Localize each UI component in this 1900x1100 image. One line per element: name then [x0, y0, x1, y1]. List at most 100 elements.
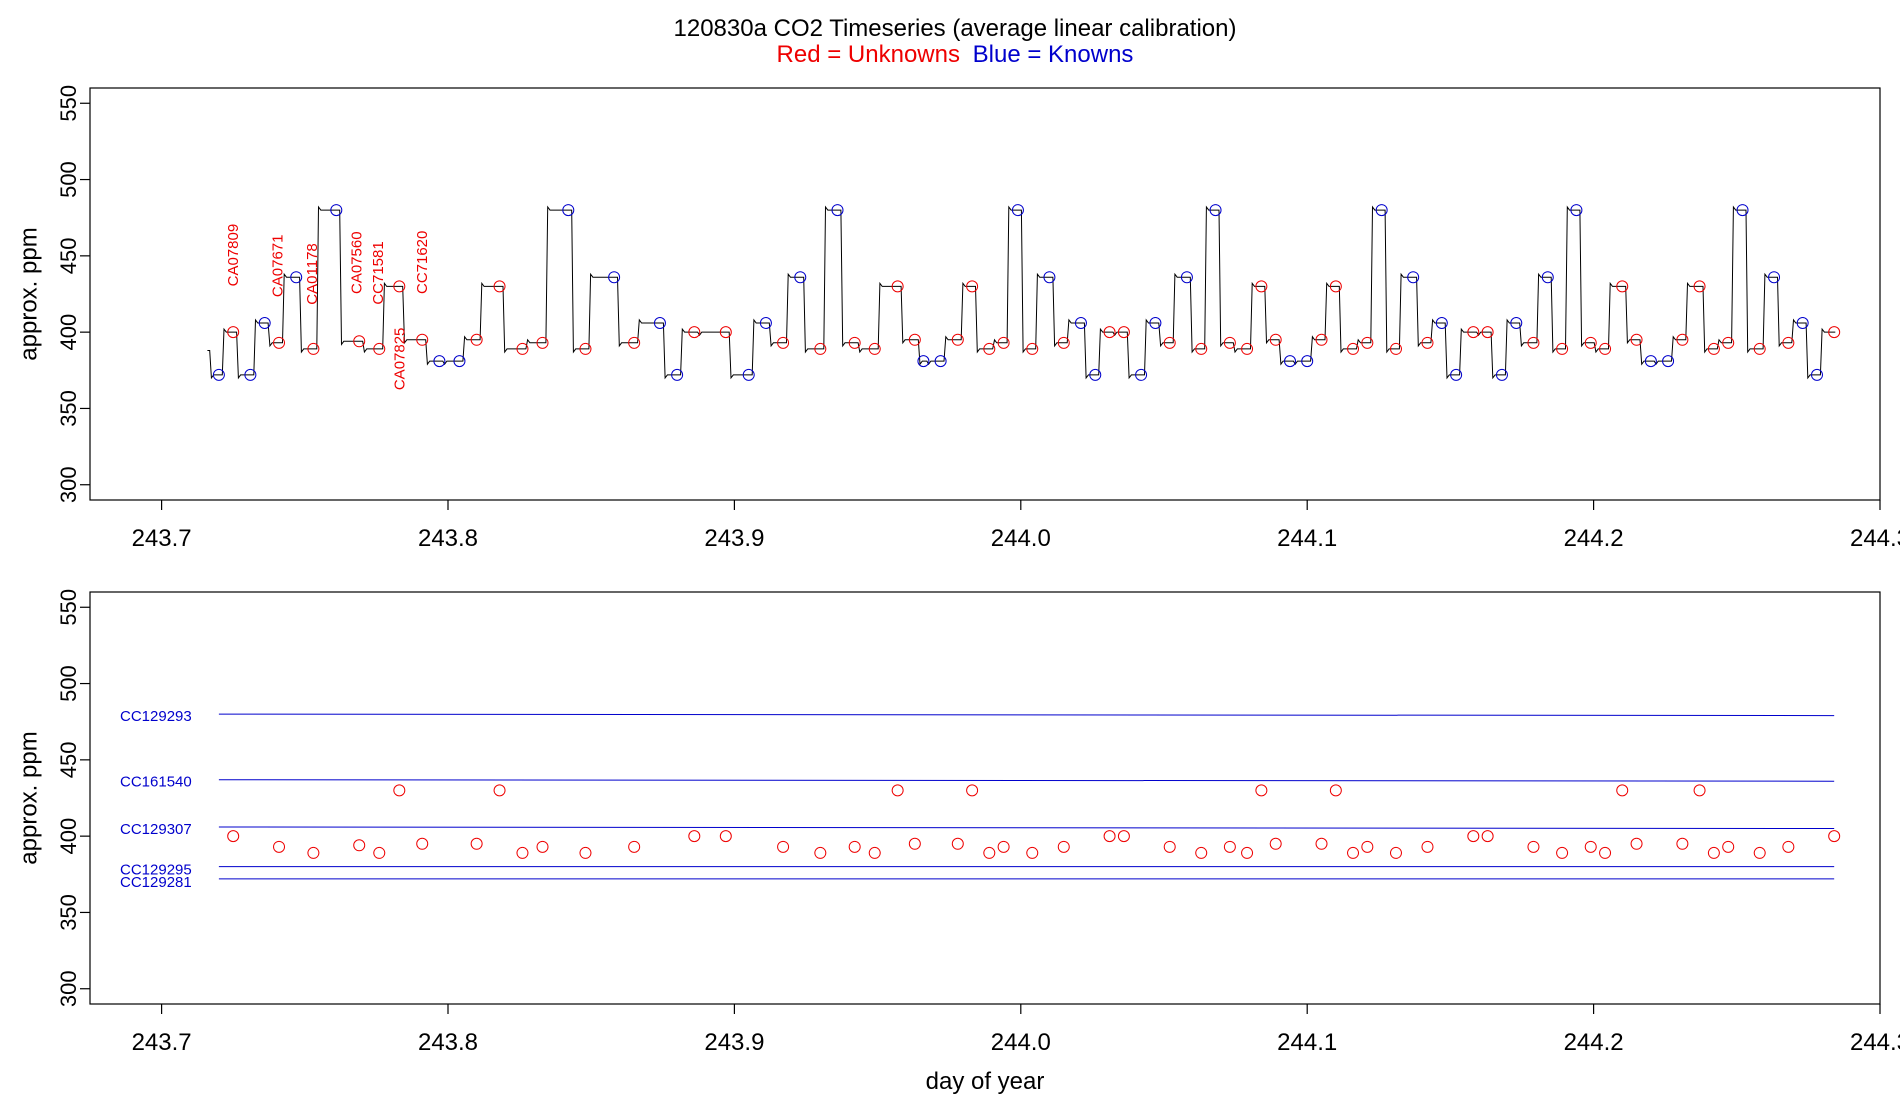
- unknown-point: [1389, 342, 1402, 355]
- unknown-point: [227, 326, 240, 339]
- unknown-point: [688, 830, 701, 843]
- known-point: [671, 368, 684, 381]
- unknown-point: [1527, 336, 1540, 349]
- unknown-point: [1722, 336, 1735, 349]
- known-point: [212, 368, 225, 381]
- unknown-point: [516, 846, 529, 859]
- unknown-point: [1117, 830, 1130, 843]
- unknown-point: [1556, 846, 1569, 859]
- known-point: [433, 355, 446, 368]
- unknown-point: [1782, 336, 1795, 349]
- unknown-point: [1753, 846, 1766, 859]
- unknown-point: [1255, 280, 1268, 293]
- standard-line: [218, 779, 1835, 782]
- known-point: [1407, 271, 1420, 284]
- unknown-point: [997, 336, 1010, 349]
- unknown-point: [908, 333, 921, 346]
- known-point: [1301, 355, 1314, 368]
- unknown-point: [416, 333, 429, 346]
- unknown-point: [1753, 342, 1766, 355]
- unknown-point: [1223, 336, 1236, 349]
- unknown-point: [579, 846, 592, 859]
- known-point: [1074, 316, 1087, 329]
- unknown-point: [1026, 846, 1039, 859]
- y-tick-label: 450: [56, 741, 81, 778]
- unknown-point: [777, 840, 790, 853]
- unknown-point: [1347, 342, 1360, 355]
- unknown-point: [516, 342, 529, 355]
- unknown-point: [1223, 840, 1236, 853]
- unknown-point: [1782, 840, 1795, 853]
- unknown-point: [416, 837, 429, 850]
- y-tick-label: 400: [56, 314, 81, 351]
- unknown-point: [307, 342, 320, 355]
- unknown-point: [1195, 342, 1208, 355]
- standard-label: CC129307: [120, 821, 192, 838]
- unknown-point: [848, 840, 861, 853]
- y-tick-label: 500: [56, 665, 81, 702]
- x-tick-label: 244.3: [1850, 525, 1900, 552]
- y-tick-label: 450: [56, 237, 81, 274]
- unknown-point: [891, 784, 904, 797]
- unknown-point: [1676, 333, 1689, 346]
- unknown-point: [493, 784, 506, 797]
- known-point: [1375, 204, 1388, 217]
- unknown-point: [1315, 837, 1328, 850]
- unknown-point: [814, 846, 827, 859]
- unknown-point: [1347, 846, 1360, 859]
- unknown-point: [1599, 342, 1612, 355]
- unknown-point: [1616, 280, 1629, 293]
- unknown-point: [1361, 840, 1374, 853]
- unknown-point: [628, 336, 641, 349]
- unknown-point: [1389, 846, 1402, 859]
- unknown-point: [891, 280, 904, 293]
- unknown-point: [273, 840, 286, 853]
- y-tick-label: 400: [56, 818, 81, 855]
- y-tick-label: 300: [56, 970, 81, 1007]
- known-point: [453, 355, 466, 368]
- unknown-point: [814, 342, 827, 355]
- known-point: [608, 271, 621, 284]
- known-point: [794, 271, 807, 284]
- x-tick-label: 243.9: [704, 1029, 764, 1056]
- unknown-point: [470, 333, 483, 346]
- unknown-point: [868, 342, 881, 355]
- unknown-point: [1828, 326, 1841, 339]
- known-point: [1011, 204, 1024, 217]
- unknown-point: [493, 280, 506, 293]
- sample-label: CA07671: [270, 234, 287, 297]
- unknown-point: [1117, 326, 1130, 339]
- unknown-point: [1630, 333, 1643, 346]
- unknown-point: [777, 336, 790, 349]
- x-tick-label: 244.1: [1277, 1029, 1337, 1056]
- plot-frame: [89, 591, 1881, 1005]
- chart-subtitle: Red = Unknowns Blue = Knowns: [777, 41, 1134, 68]
- unknown-point: [1361, 336, 1374, 349]
- y-axis-label: approx. ppm: [15, 227, 42, 360]
- unknown-point: [1693, 784, 1706, 797]
- x-tick-label: 244.3: [1850, 1029, 1900, 1056]
- known-point: [1450, 368, 1463, 381]
- x-tick-label: 244.0: [991, 525, 1051, 552]
- sample-label: CC71581: [370, 241, 387, 304]
- unknown-point: [997, 840, 1010, 853]
- unknown-point: [1828, 830, 1841, 843]
- unknown-point: [1722, 840, 1735, 853]
- x-tick-label: 244.2: [1564, 525, 1624, 552]
- known-point: [1284, 355, 1297, 368]
- known-point: [653, 316, 666, 329]
- unknown-point: [1421, 840, 1434, 853]
- unknown-point: [1255, 784, 1268, 797]
- unknown-point: [393, 784, 406, 797]
- unknown-point: [983, 846, 996, 859]
- unknown-point: [373, 342, 386, 355]
- known-point: [1089, 368, 1102, 381]
- subtitle-knowns: Blue = Knowns: [973, 41, 1134, 68]
- subtitle-unknowns: Red = Unknowns: [777, 41, 960, 68]
- known-point: [1043, 271, 1056, 284]
- unknown-point: [868, 846, 881, 859]
- top-panel: 243.7 243.8 243.9 244.0 244.1 244.2 244.3 300 35…: [15, 85, 1900, 552]
- known-point: [1135, 368, 1148, 381]
- unknown-point: [1630, 837, 1643, 850]
- known-point: [917, 355, 930, 368]
